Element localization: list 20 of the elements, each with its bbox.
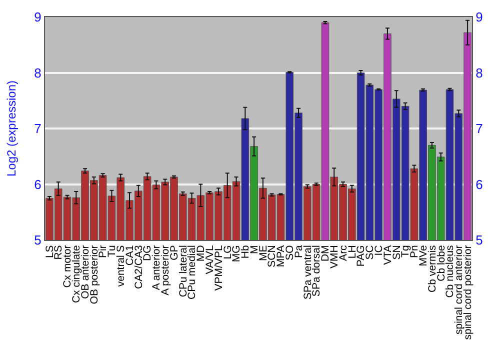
y2-tick-label: 6 [476,176,483,192]
y-tick-label: 8 [34,65,42,80]
x-tick-label: Tg [400,245,412,258]
y-axis-title: Log2 (expression) [4,80,18,177]
y-tick-label: 5 [34,232,42,248]
x-tick-label: Arc [337,245,350,261]
x-tick-label: CA1 [124,245,136,266]
x-tick-label: RS [52,245,65,260]
y2-tick-label: 8 [476,65,483,80]
y-tick-label: 9 [34,10,42,25]
y2-tick-label: 5 [476,232,483,248]
y-tick-label: 7 [34,121,42,136]
x-tick-label: spinal cord posterior [462,244,474,340]
x-tick-label: VTA [382,245,394,265]
x-tick-label: M [248,245,260,254]
y2-tick-label: 7 [476,121,483,136]
x-tick-label: DG [142,245,154,261]
y2-tick-label: 9 [476,10,483,25]
x-tick-label: MVe [417,245,430,266]
y-tick-label: 6 [34,176,42,192]
